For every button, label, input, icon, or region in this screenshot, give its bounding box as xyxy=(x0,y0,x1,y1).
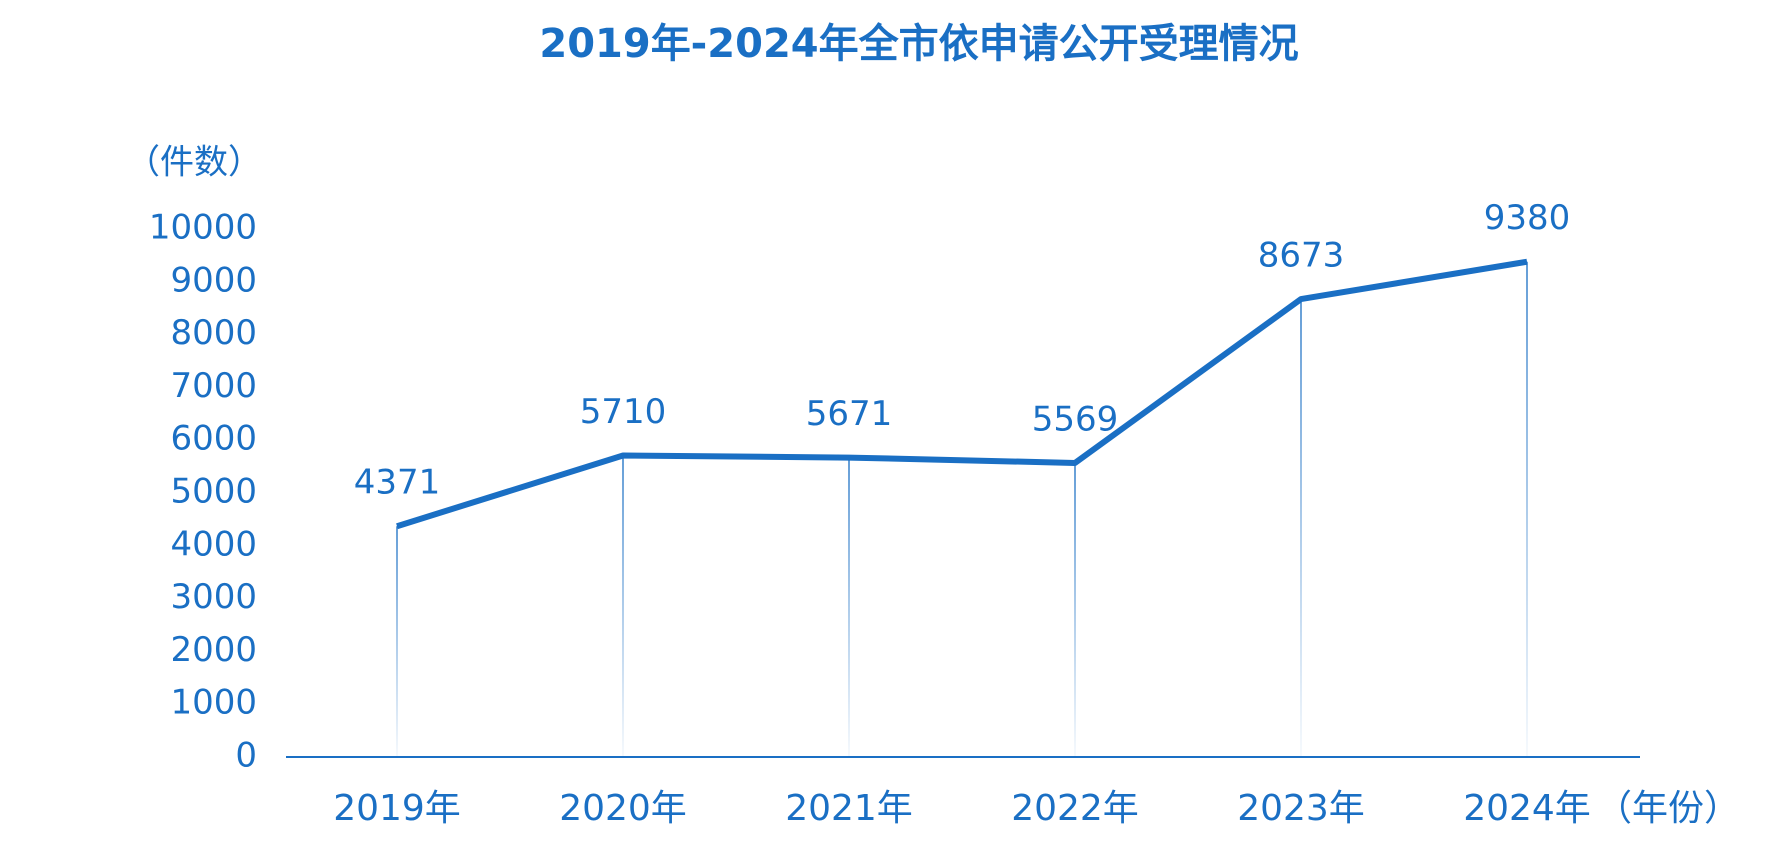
data-label: 5569 xyxy=(1032,399,1119,439)
y-tick-label: 7000 xyxy=(170,366,257,406)
y-tick-label: 10000 xyxy=(149,208,257,248)
data-label: 4371 xyxy=(354,463,441,503)
y-tick-label: 1000 xyxy=(170,683,257,723)
x-tick-label: 2019年 xyxy=(333,788,461,829)
y-tick-label: 5000 xyxy=(170,472,257,512)
chart-title: 2019年-2024年全市依申请公开受理情况 xyxy=(539,21,1298,67)
drop-line xyxy=(1526,261,1528,757)
x-tick-label: 2020年 xyxy=(559,788,687,829)
drop-line xyxy=(1300,299,1302,757)
series-line xyxy=(396,258,1528,530)
x-tick-label: 2022年 xyxy=(1011,788,1139,829)
y-tick-label: 2000 xyxy=(170,630,257,670)
data-label: 5710 xyxy=(580,392,667,432)
x-tick-label: 2023年 xyxy=(1237,788,1365,829)
data-label: 9380 xyxy=(1484,198,1571,238)
drop-line xyxy=(1074,462,1076,757)
x-tick-label: 2024年 xyxy=(1463,788,1591,829)
y-tick-label: 0 xyxy=(235,736,257,776)
y-tick-label: 6000 xyxy=(170,419,257,459)
y-tick-label: 9000 xyxy=(170,260,257,300)
drop-line xyxy=(848,457,850,757)
drop-line xyxy=(622,455,624,757)
y-tick-label: 3000 xyxy=(170,577,257,617)
y-axis-label: （件数） xyxy=(126,143,262,183)
drop-line xyxy=(396,526,398,757)
x-tick-label: 2021年 xyxy=(785,788,913,829)
y-tick-label: 4000 xyxy=(170,524,257,564)
y-tick-label: 8000 xyxy=(170,313,257,353)
x-axis-label: （年份） xyxy=(1596,788,1740,829)
data-label: 5671 xyxy=(806,394,893,434)
data-label: 8673 xyxy=(1258,236,1345,276)
